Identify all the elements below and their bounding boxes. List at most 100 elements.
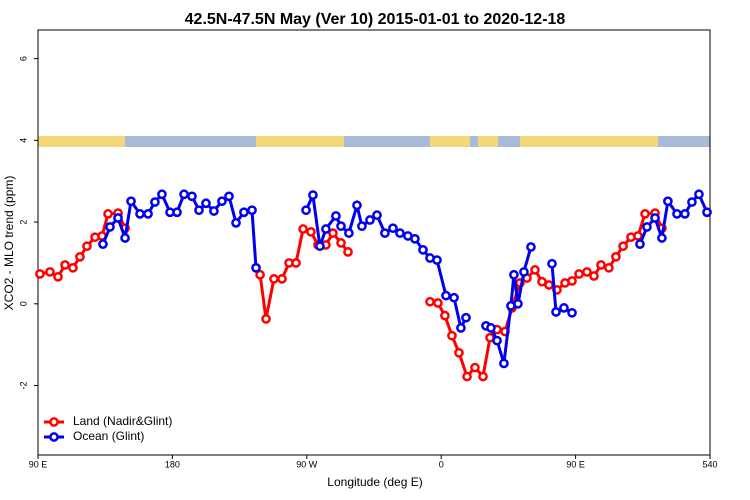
y-tick-label: 2 xyxy=(18,220,28,225)
data-point xyxy=(657,233,667,243)
data-point xyxy=(45,267,55,277)
data-point xyxy=(372,210,382,220)
y-tick-label: 4 xyxy=(18,138,28,143)
data-point xyxy=(425,296,435,307)
data-point xyxy=(126,196,136,207)
data-point xyxy=(247,205,257,216)
data-point xyxy=(328,228,338,238)
data-point xyxy=(513,298,523,309)
data-point xyxy=(456,323,466,333)
data-point xyxy=(277,274,287,284)
data-point xyxy=(150,197,160,207)
x-tick-label: 90 E xyxy=(566,459,585,469)
data-point xyxy=(449,292,459,303)
data-point xyxy=(410,233,420,244)
data-point xyxy=(635,239,645,249)
data-point xyxy=(642,222,652,232)
data-point xyxy=(509,269,519,280)
data-point xyxy=(331,211,341,221)
data-point xyxy=(194,205,204,216)
data-point xyxy=(559,303,569,313)
data-point xyxy=(82,241,92,252)
data-point xyxy=(544,280,554,290)
data-point xyxy=(120,233,130,243)
data-point xyxy=(530,265,540,275)
data-point xyxy=(105,222,115,232)
series-line xyxy=(101,189,709,364)
data-point xyxy=(470,362,480,373)
data-point xyxy=(187,191,197,202)
data-point xyxy=(492,335,502,346)
data-point xyxy=(298,224,308,234)
data-point xyxy=(526,242,536,252)
x-tick-label: 0 xyxy=(439,459,444,469)
data-point xyxy=(454,347,464,358)
data-point xyxy=(68,262,78,273)
data-point xyxy=(596,260,606,270)
data-point xyxy=(172,207,182,218)
data-point xyxy=(113,213,123,223)
series-line xyxy=(39,211,664,380)
data-point xyxy=(680,209,690,219)
data-point xyxy=(306,227,316,237)
data-point xyxy=(209,206,219,216)
chart-title: 42.5N-47.5N May (Ver 10) 2015-01-01 to 2… xyxy=(185,11,566,28)
data-point xyxy=(589,271,599,281)
data-point xyxy=(357,221,367,232)
data-point xyxy=(343,247,353,257)
data-point xyxy=(60,260,70,270)
x-axis-label: Longitude (deg E) xyxy=(327,475,422,489)
data-point xyxy=(567,307,577,318)
legend-marker xyxy=(49,432,59,442)
data-point xyxy=(432,255,442,265)
data-point xyxy=(633,231,643,241)
data-point xyxy=(574,269,584,279)
data-point xyxy=(687,197,697,207)
plot-frame xyxy=(37,29,711,456)
data-point xyxy=(352,200,362,211)
data-point xyxy=(336,238,346,248)
data-point xyxy=(231,218,241,228)
data-point xyxy=(269,274,279,284)
data-point xyxy=(336,221,346,232)
data-point xyxy=(486,323,496,333)
data-point xyxy=(255,269,265,280)
data-point xyxy=(388,223,398,234)
data-point xyxy=(618,241,628,252)
y-axis-label: XCO2 - MLO trend (ppm) xyxy=(2,176,16,311)
data-point xyxy=(702,207,712,218)
data-point xyxy=(640,209,650,219)
data-point xyxy=(663,196,673,207)
data-point xyxy=(308,190,318,200)
y-tick-label: 0 xyxy=(18,301,28,306)
data-point xyxy=(650,213,660,223)
data-point xyxy=(291,258,301,268)
data-point xyxy=(239,207,249,218)
data-point xyxy=(98,239,108,249)
data-point xyxy=(694,189,704,200)
data-point xyxy=(567,276,577,286)
legend-label: Ocean (Glint) xyxy=(73,429,144,443)
data-point xyxy=(604,262,614,273)
x-tick-label: 540 xyxy=(702,459,717,469)
data-point xyxy=(301,205,311,216)
data-point xyxy=(143,209,153,219)
x-tick-label: 90 W xyxy=(296,459,318,469)
data-point xyxy=(224,191,234,202)
data-point xyxy=(478,371,488,382)
data-point xyxy=(251,262,261,273)
data-point xyxy=(344,228,354,238)
x-tick-label: 90 E xyxy=(29,459,48,469)
data-point xyxy=(582,267,592,277)
data-point xyxy=(441,290,451,301)
legend-marker xyxy=(49,417,59,427)
data-point xyxy=(447,330,457,341)
data-point xyxy=(53,271,63,282)
data-point xyxy=(365,215,375,225)
data-point xyxy=(433,298,443,308)
data-point xyxy=(440,310,450,321)
data-point xyxy=(461,312,471,323)
data-point xyxy=(35,269,45,279)
y-tick-label: 6 xyxy=(18,56,28,61)
